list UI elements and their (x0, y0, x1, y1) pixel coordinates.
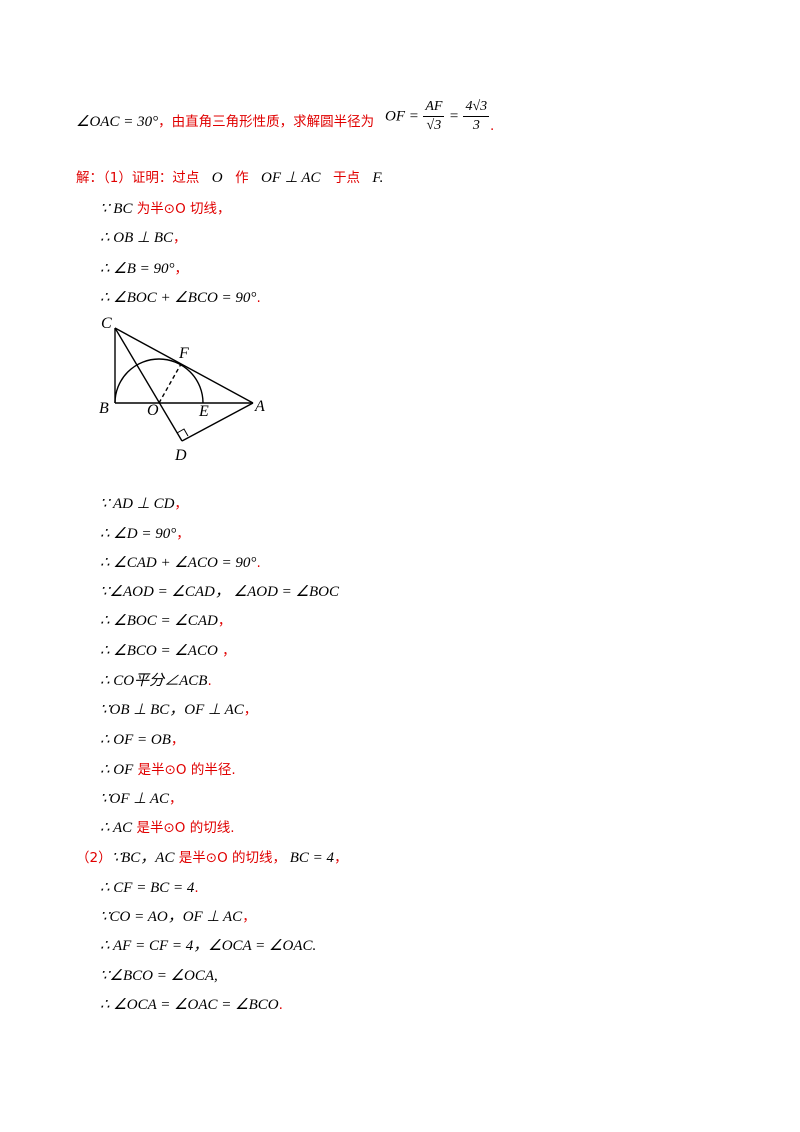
intro-sep: ， (158, 114, 172, 130)
proof-step: ∴ ∠D = 90°， (100, 526, 190, 542)
proof-step: ∴ OF = OB， (100, 732, 185, 748)
segment-of-dashed (158, 363, 182, 404)
proof-step: ∴ CF = BC = 4. (100, 880, 199, 896)
proof-step: ∴ ∠BOC + ∠BCO = 90°. (100, 290, 261, 306)
semicircle-o (114, 358, 204, 404)
geometry-figure: C F B O E A D (99, 315, 265, 464)
of-eq: OF = (385, 108, 419, 125)
fraction-af-root3: AF √3 (423, 99, 445, 133)
fraction-4root3-3: 4√3 3 (463, 99, 490, 133)
label-c: C (101, 315, 112, 332)
proof-step: ∴ ∠B = 90°， (100, 261, 189, 277)
intro-end: . (490, 118, 495, 134)
segment-ad (181, 402, 254, 442)
proof-step: ∵∠AOD = ∠CAD， ∠AOD = ∠BOC (100, 584, 339, 600)
proof-step: ∴ OF 是半⊙O 的半径. (100, 762, 236, 778)
equals: = (448, 108, 460, 125)
label-a: A (254, 398, 265, 415)
label-d: D (174, 447, 187, 464)
proof-step: ∵OB ⊥ BC，OF ⊥ AC， (100, 702, 258, 718)
perp-of-ac: OF ⊥ AC (261, 170, 321, 186)
right-angle-mark (176, 428, 189, 437)
label-o: O (147, 402, 159, 419)
proof-step: ∴ AC 是半⊙O 的切线. (100, 820, 235, 836)
proof-step: ∴ ∠BCO = ∠ACO ， (100, 643, 236, 659)
proof-step: ∴ CO平分∠ACB. (100, 673, 212, 689)
segment-ca (114, 327, 254, 404)
proof-step: ∵∠BCO = ∠OCA, (100, 968, 218, 984)
proof-step: ∵ AD ⊥ CD， (100, 496, 188, 512)
proof-step: ∴ AF = CF = 4，∠OCA = ∠OAC. (100, 938, 317, 954)
proof-step: ∴ ∠CAD + ∠ACO = 90°. (100, 555, 261, 571)
label-f: F (178, 345, 189, 362)
label-b: B (99, 400, 109, 417)
intro-text: 由直角三角形性质，求解圆半径为 (171, 114, 375, 130)
part1-intro: 解：（1）证明：过点 (76, 170, 200, 186)
intro-line: ∠OAC = 30°，由直角三角形性质，求解圆半径为 (76, 112, 374, 132)
point-o: O (211, 170, 223, 186)
part2-lead: （2）∵BC，AC 是半⊙O 的切线， BC = 4， (76, 850, 348, 866)
part1-lead: 解：（1）证明：过点 O 作 OF ⊥ AC 于点 F. (76, 170, 384, 186)
proof-step: ∵OF ⊥ AC， (100, 791, 183, 807)
proof-step: ∵ BC 为半⊙O 切线， (100, 201, 231, 217)
point-f: F (372, 170, 380, 186)
proof-step: ∴ ∠OCA = ∠OAC = ∠BCO. (100, 997, 283, 1013)
part1-zuo: 作 (235, 170, 249, 186)
proof-step: ∴ ∠BOC = ∠CAD， (100, 613, 232, 629)
intro-formula: OF = AF √3 = 4√3 3 (385, 98, 490, 135)
part1-yudian: 于点 (332, 170, 360, 186)
segment-cd (114, 327, 183, 442)
proof-step: ∴ OB ⊥ BC， (100, 230, 187, 246)
proof-step: ∵CO = AO，OF ⊥ AC， (100, 909, 256, 925)
intro-angle: ∠OAC = 30° (76, 114, 159, 130)
label-e: E (198, 403, 209, 420)
